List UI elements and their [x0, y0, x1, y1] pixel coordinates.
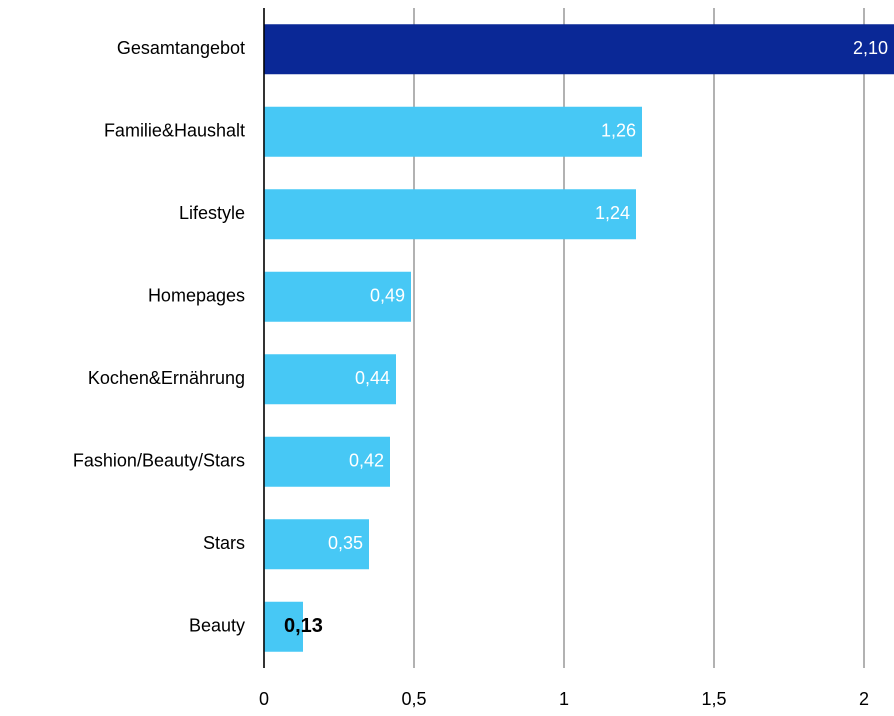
value-label: 0,13	[284, 615, 323, 637]
value-label: 1,24	[595, 203, 630, 223]
y-tick-label: Lifestyle	[179, 203, 245, 223]
value-label: 0,49	[370, 286, 405, 306]
value-label: 2,10	[853, 38, 888, 58]
value-label: 1,26	[601, 121, 636, 141]
bar	[264, 354, 396, 405]
y-tick-label: Stars	[203, 533, 245, 553]
bar	[264, 436, 390, 487]
value-label: 0,44	[355, 368, 390, 388]
y-tick-label: Kochen&Ernährung	[88, 368, 245, 388]
bar	[264, 189, 636, 240]
bar	[264, 106, 642, 157]
y-tick-label: Familie&Haushalt	[104, 121, 245, 141]
y-tick-label: Fashion/Beauty/Stars	[73, 451, 245, 471]
x-tick-label: 0	[259, 689, 269, 709]
y-tick-label: Homepages	[148, 286, 245, 306]
y-tick-label: Gesamtangebot	[117, 38, 245, 58]
value-label: 0,35	[328, 533, 363, 553]
bar	[264, 271, 411, 322]
x-tick-label: 2	[859, 689, 869, 709]
x-tick-label: 1	[559, 689, 569, 709]
x-tick-label: 0,5	[401, 689, 426, 709]
bar	[264, 519, 369, 570]
value-label: 0,42	[349, 451, 384, 471]
y-tick-label: Beauty	[189, 616, 245, 636]
bar	[264, 601, 303, 652]
x-tick-label: 1,5	[701, 689, 726, 709]
bar	[264, 24, 894, 75]
